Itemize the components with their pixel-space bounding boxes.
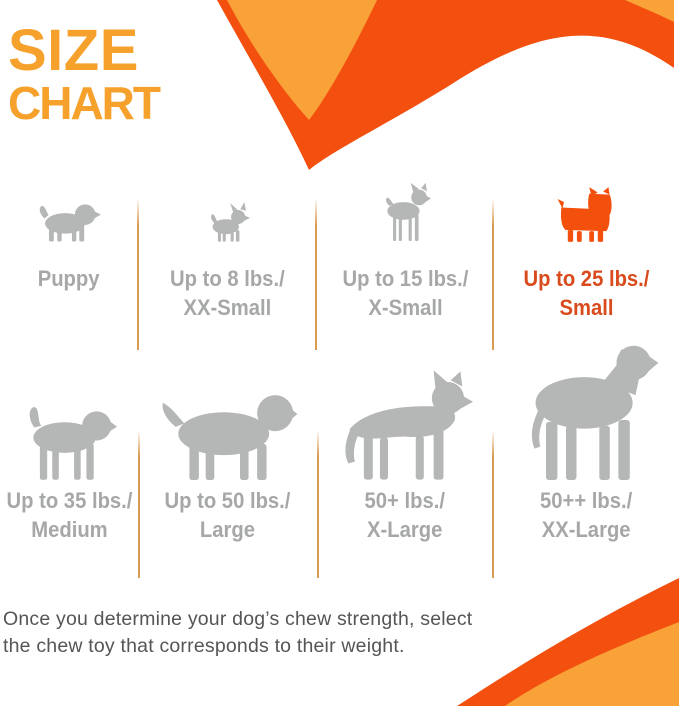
size-label-line2: Small	[558, 295, 613, 320]
size-label-line1: Up to 25 lbs./	[523, 266, 649, 291]
size-label: Up to 50 lbs./ Large	[165, 486, 291, 544]
icon-area	[317, 168, 493, 242]
icon-area	[493, 168, 679, 242]
x-small-dog-silhouette-icon	[385, 182, 431, 242]
size-label-line1: Up to 35 lbs./	[6, 488, 132, 513]
footer-note-line2: the chew toy that corresponds to their w…	[3, 635, 405, 657]
size-label-line1: Up to 15 lbs./	[342, 266, 468, 291]
divider-line	[492, 430, 494, 578]
size-cell-xx-small: Up to 8 lbs./ XX-Small	[138, 168, 317, 322]
size-cell-large: Up to 50 lbs./ Large	[138, 340, 317, 544]
icon-area	[493, 340, 679, 480]
size-label-line2: X-Large	[367, 517, 443, 542]
icon-area	[317, 340, 493, 480]
x-large-shepherd-silhouette-icon	[345, 370, 473, 480]
page-title-line1: SIZE	[8, 18, 139, 83]
divider-line	[138, 430, 140, 578]
size-label-line2: Medium	[30, 517, 108, 542]
size-label: Puppy	[38, 264, 100, 293]
page-title: SIZE CHART	[8, 18, 161, 129]
size-label: 50++ lbs./ XX-Large	[540, 486, 632, 544]
size-label-line2: Large	[199, 517, 256, 542]
size-cell-xx-large: 50++ lbs./ XX-Large	[493, 340, 679, 544]
size-label: Up to 35 lbs./ Medium	[6, 486, 132, 544]
size-cell-puppy: Puppy	[0, 168, 138, 322]
size-cell-medium: Up to 35 lbs./ Medium	[0, 340, 138, 544]
icon-area	[0, 168, 138, 242]
icon-area	[138, 168, 317, 242]
size-label: Up to 15 lbs./ X-Small	[342, 264, 468, 322]
size-label: 50+ lbs./ X-Large	[365, 486, 445, 544]
size-label-line1: Puppy	[38, 266, 100, 291]
icon-area	[138, 340, 317, 480]
icon-area	[0, 340, 138, 480]
size-label-line2: X-Small	[367, 295, 443, 320]
divider-line	[315, 198, 317, 350]
size-grid-row-2: Up to 35 lbs./ Medium	[0, 340, 679, 544]
divider-line	[137, 198, 139, 350]
size-cell-x-large: 50+ lbs./ X-Large	[317, 340, 493, 544]
size-cell-x-small: Up to 15 lbs./ X-Small	[317, 168, 493, 322]
size-label-line1: 50++ lbs./	[539, 488, 633, 513]
medium-beagle-silhouette-icon	[29, 407, 117, 480]
divider-line	[492, 198, 494, 350]
size-label-line1: Up to 50 lbs./	[164, 488, 291, 513]
footer-note: Once you determine your dog’s chew stren…	[3, 606, 472, 660]
size-label-line2: XX-Small	[183, 295, 272, 320]
size-grid-row-1: Puppy	[0, 168, 679, 322]
swoosh-v-icon	[217, 0, 674, 170]
puppy-dog-silhouette-icon	[39, 204, 101, 242]
divider-line	[317, 430, 319, 578]
size-label: Up to 25 lbs./ Small	[523, 264, 649, 322]
size-cell-small-highlighted: Up to 25 lbs./ Small	[493, 168, 679, 322]
xx-large-great-dane-silhouette-icon	[531, 345, 659, 480]
small-terrier-silhouette-icon	[557, 187, 612, 242]
footer-note-line1: Once you determine your dog’s chew stren…	[3, 608, 473, 630]
page-title-line2: CHART	[8, 77, 161, 129]
size-label: Up to 8 lbs./ XX-Small	[170, 264, 285, 322]
size-label-line1: 50+ lbs./	[364, 488, 446, 513]
size-label-line1: Up to 8 lbs./	[170, 266, 285, 291]
size-label-line2: XX-Large	[541, 517, 631, 542]
large-labrador-silhouette-icon	[162, 395, 297, 480]
xx-small-chihuahua-silhouette-icon	[210, 202, 250, 242]
